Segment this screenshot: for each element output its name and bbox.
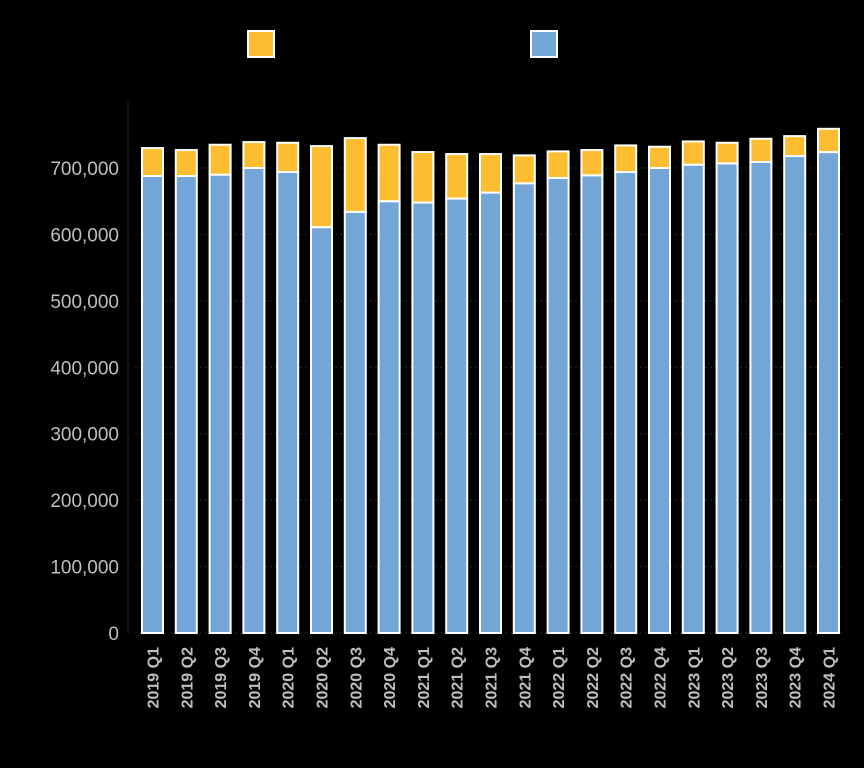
x-tick-label: 2023 Q1 [686, 647, 703, 708]
bar-segment-blue [512, 182, 536, 634]
x-tick-label: 2022 Q4 [653, 647, 670, 708]
x-tick-label: 2023 Q3 [754, 647, 771, 708]
x-tick-label: 2019 Q3 [213, 647, 230, 708]
bar-segment-yellow [614, 144, 638, 173]
x-tick-label: 2021 Q2 [450, 647, 467, 708]
y-tick-label: 0 [108, 624, 119, 645]
x-tick-label: 2021 Q4 [517, 647, 534, 708]
bar-segment-blue [141, 174, 164, 634]
y-tick-label: 100,000 [50, 558, 119, 579]
bars [141, 127, 840, 635]
x-tick-label: 2019 Q4 [247, 647, 264, 708]
bar-segment-blue [208, 173, 232, 634]
bar-segment-blue [343, 210, 367, 634]
bar-segment-yellow [174, 149, 198, 177]
bar-segment-yellow [479, 153, 502, 194]
y-tick-label: 400,000 [50, 358, 119, 379]
x-tick-label: 2024 Q1 [822, 647, 839, 708]
bar-segment-blue [411, 201, 435, 635]
bar-segment-blue [310, 226, 333, 634]
legend-swatch-yellow [247, 30, 275, 58]
bar-segment-blue [242, 167, 266, 634]
bar-segment-yellow [411, 151, 435, 204]
bar-segment-yellow [512, 154, 536, 185]
bar-segment-yellow [783, 135, 807, 158]
y-tick-label: 700,000 [50, 159, 119, 180]
bar-segment-blue [546, 176, 570, 634]
bar-segment-blue [783, 155, 807, 635]
x-tick-label: 2022 Q1 [551, 647, 568, 708]
bar-segment-blue [445, 197, 469, 635]
y-axis-ticks: 0 100,000 200,000 300,000 400,000 500,000 600,… [50, 159, 119, 645]
bar-segment-blue [648, 167, 671, 634]
bar-segment-blue [479, 191, 502, 634]
bar-segment-yellow [749, 137, 773, 164]
bar-segment-blue [749, 161, 773, 634]
x-tick-label: 2022 Q3 [619, 647, 636, 708]
x-tick-label: 2020 Q2 [315, 647, 332, 708]
x-tick-label: 2020 Q3 [348, 647, 365, 708]
x-tick-label: 2020 Q1 [281, 647, 298, 708]
x-tick-label: 2023 Q2 [720, 647, 737, 708]
x-tick-label: 2020 Q4 [382, 647, 399, 708]
bar-segment-yellow [715, 141, 739, 165]
x-tick-label: 2022 Q2 [585, 647, 602, 708]
y-tick-label: 300,000 [50, 425, 119, 446]
y-tick-label: 500,000 [50, 292, 119, 313]
bar-segment-yellow [681, 140, 705, 166]
x-tick-label: 2019 Q2 [179, 647, 196, 708]
bar-segment-yellow [276, 141, 300, 173]
bar-segment-yellow [546, 150, 570, 179]
bar-segment-yellow [817, 127, 840, 154]
x-axis-labels: 2019 Q1 2019 Q2 2019 Q3 2019 Q4 2020 Q1 2020 … [146, 647, 839, 708]
bar-segment-yellow [343, 137, 367, 213]
legend [247, 30, 558, 58]
y-tick-label: 200,000 [50, 491, 119, 512]
bar-segment-yellow [242, 141, 266, 169]
legend-swatch-blue [530, 30, 558, 58]
bar-segment-blue [580, 174, 604, 635]
bar-segment-blue [715, 162, 739, 634]
bar-segment-blue [174, 174, 198, 634]
x-tick-label: 2019 Q1 [146, 647, 163, 708]
bar-segment-blue [681, 163, 705, 635]
bar-segment-yellow [141, 147, 164, 177]
bar-segment-blue [614, 170, 638, 634]
bar-segment-yellow [377, 143, 401, 203]
bar-segment-yellow [648, 145, 671, 170]
bar-segment-blue [276, 170, 300, 634]
bar-segment-yellow [445, 153, 469, 200]
bar-segment-blue [377, 200, 401, 634]
bar-segment-yellow [580, 149, 604, 177]
y-tick-label: 600,000 [50, 225, 119, 246]
x-tick-label: 2023 Q4 [788, 647, 805, 708]
bar-segment-yellow [208, 143, 232, 176]
x-tick-label: 2021 Q1 [416, 647, 433, 708]
x-tick-label: 2021 Q3 [484, 647, 501, 708]
bar-segment-yellow [310, 145, 333, 229]
bar-segment-blue [817, 151, 840, 635]
